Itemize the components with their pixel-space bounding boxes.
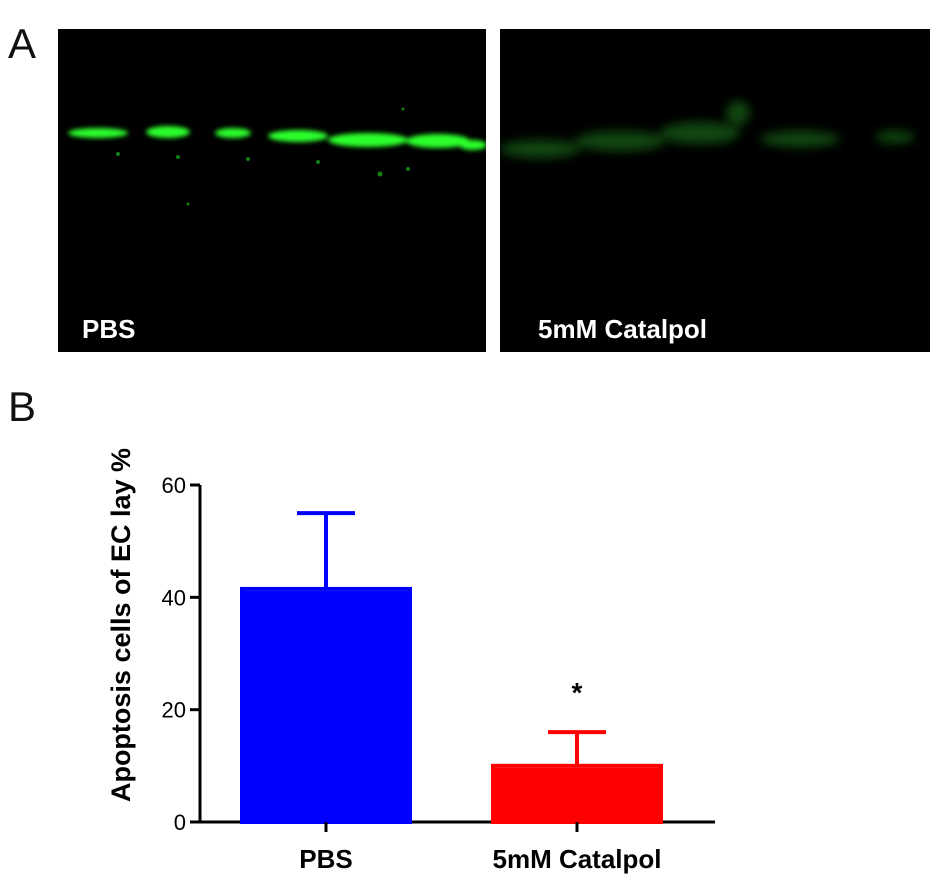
y-tick-label: 20: [162, 698, 186, 723]
micrograph-catalpol: 5mM Catalpol: [500, 29, 930, 352]
bar-fill: [244, 590, 408, 822]
fluorescence-band-strong: [68, 107, 486, 206]
micrograph-label-catalpol: 5mM Catalpol: [538, 314, 708, 344]
x-tick-label: PBS: [299, 844, 352, 874]
x-tick-label: 5mM Catalpol: [492, 844, 661, 874]
micrograph-pbs: PBS: [58, 29, 486, 352]
y-tick-label: 60: [162, 473, 186, 498]
micrograph-label-pbs: PBS: [82, 314, 136, 344]
y-tick-label: 0: [174, 810, 186, 835]
panel-b-letter: B: [8, 383, 37, 430]
y-axis-label: Apoptosis cells of EC lay %: [106, 448, 136, 802]
fluorescence-band-weak: [500, 101, 915, 158]
significance-marker: *: [572, 677, 583, 708]
y-tick-label: 40: [162, 585, 186, 610]
panel-a-letter: A: [8, 20, 37, 67]
bar-fill: [495, 767, 659, 822]
